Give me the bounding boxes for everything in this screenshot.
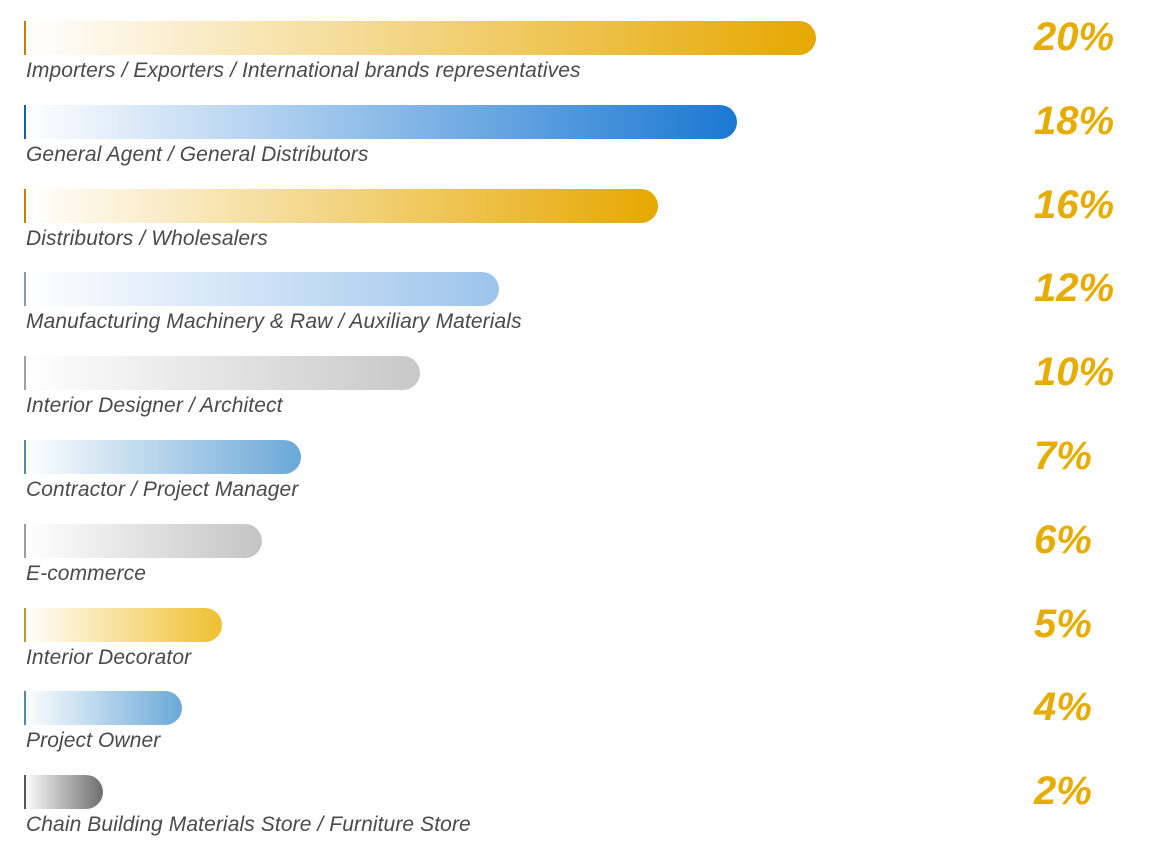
- bar: [24, 440, 302, 474]
- percentage-value: 7%: [1034, 434, 1092, 478]
- bar: [24, 523, 262, 558]
- percentage-value: 10%: [1034, 350, 1115, 395]
- bar-row: Manufacturing Machinery & Raw / Auxiliar…: [0, 266, 1149, 352]
- percentage-value: 2%: [1034, 769, 1092, 814]
- bar-edge-marker: [24, 356, 26, 391]
- category-label: Importers / Exporters / International br…: [26, 59, 581, 82]
- bar-row: General Agent / General Distributors 18%: [0, 99, 1149, 185]
- bar-edge-marker: [24, 188, 26, 223]
- category-label: Manufacturing Machinery & Raw / Auxiliar…: [26, 310, 522, 334]
- bar: [24, 188, 658, 223]
- bar: [24, 104, 737, 139]
- bar-row: Contractor / Project Manager 7%: [0, 434, 1149, 520]
- bar-edge-marker: [24, 775, 26, 810]
- bar-edge-marker: [24, 440, 26, 474]
- bar-row: Importers / Exporters / International br…: [0, 15, 1149, 101]
- bar: [24, 21, 816, 55]
- category-label: Chain Building Materials Store / Furnitu…: [26, 813, 471, 837]
- bar-row: Project Owner 4%: [0, 685, 1149, 771]
- bar-edge-marker: [24, 104, 26, 139]
- bar-row: Chain Building Materials Store / Furnitu…: [0, 769, 1149, 855]
- category-label: E-commerce: [26, 561, 147, 585]
- percentage-value: 16%: [1034, 182, 1115, 227]
- bar-row: Interior Designer / Architect 10%: [0, 350, 1149, 436]
- percentage-value: 18%: [1034, 98, 1115, 143]
- percentage-value: 6%: [1034, 517, 1092, 562]
- bar: [24, 775, 104, 810]
- category-label: Distributors / Wholesalers: [26, 226, 268, 250]
- percentage-value: 5%: [1034, 601, 1092, 646]
- category-label: General Agent / General Distributors: [26, 142, 369, 166]
- bar-row: Distributors / Wholesalers 16%: [0, 183, 1149, 269]
- category-label: Interior Decorator: [26, 645, 192, 669]
- bar-edge-marker: [24, 523, 26, 558]
- percentage-value: 4%: [1034, 685, 1092, 730]
- bar-edge-marker: [24, 21, 26, 55]
- percentage-value: 20%: [1034, 15, 1115, 59]
- bar-row: E-commerce 6%: [0, 518, 1149, 604]
- bar-edge-marker: [24, 272, 26, 307]
- category-label: Project Owner: [26, 729, 161, 753]
- bar-edge-marker: [24, 607, 26, 642]
- bar: [24, 691, 183, 726]
- category-label: Contractor / Project Manager: [26, 478, 299, 501]
- bar: [24, 607, 222, 642]
- bar-edge-marker: [24, 691, 26, 726]
- bar: [24, 272, 500, 307]
- bar-row: Interior Decorator 5%: [0, 602, 1149, 688]
- percentage-value: 12%: [1034, 266, 1115, 311]
- bar: [24, 356, 420, 391]
- category-label: Interior Designer / Architect: [26, 394, 283, 418]
